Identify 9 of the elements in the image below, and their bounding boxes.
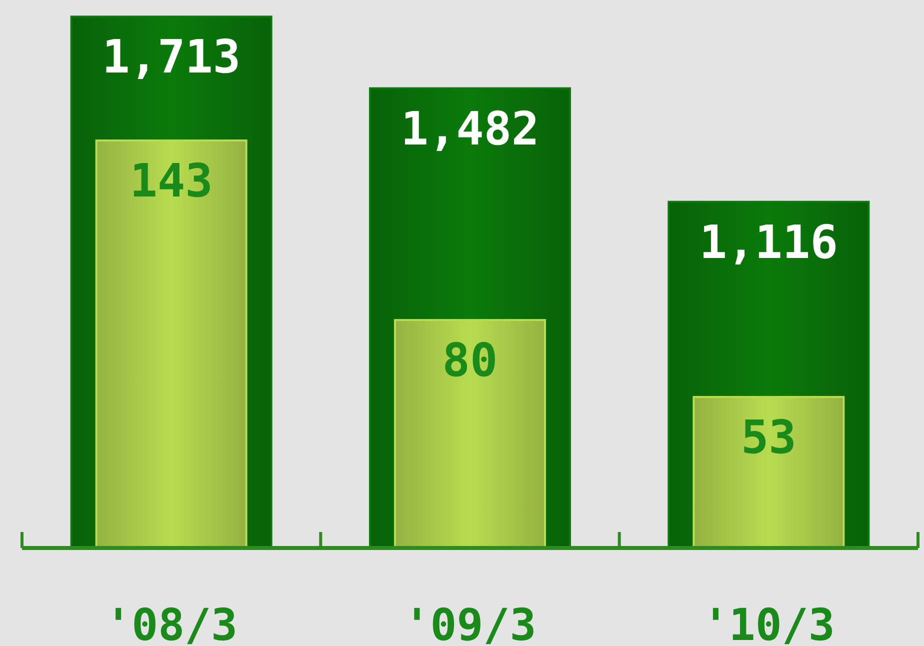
data-label: 53: [740, 410, 796, 464]
x-tick-label: '08/3: [105, 600, 238, 646]
data-label: 1,482: [400, 101, 540, 156]
x-tick-label: '09/3: [404, 600, 536, 646]
data-label: 1,713: [102, 30, 241, 84]
x-tick-label: '10/3: [702, 600, 835, 646]
data-label: 80: [442, 333, 498, 388]
data-label: 1,116: [699, 214, 838, 269]
data-label: 143: [130, 153, 213, 208]
